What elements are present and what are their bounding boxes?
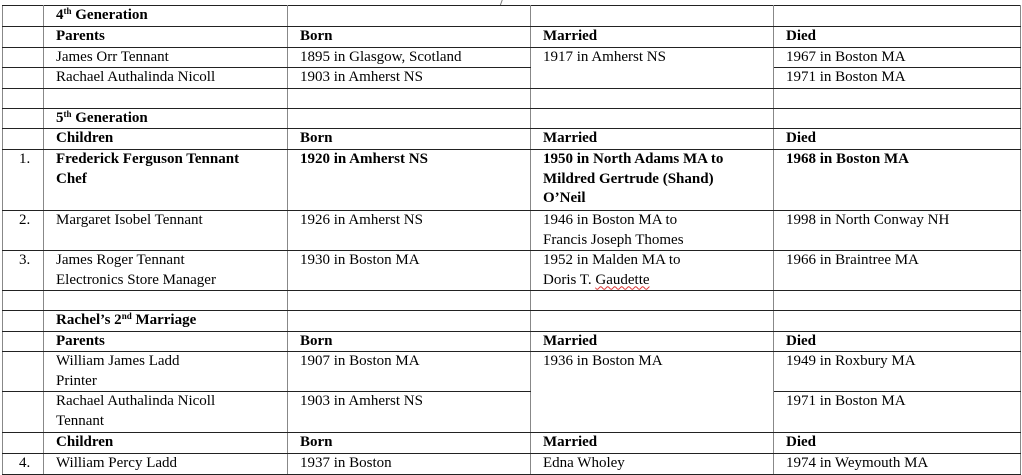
section-row-gen5: 5th Generation	[2, 107, 1021, 129]
header-died: Died	[773, 128, 1021, 150]
section-title: 4th Generation	[43, 5, 288, 27]
section-title: Rachel’s 2nd Marriage	[43, 310, 288, 332]
header-died: Died	[773, 432, 1021, 454]
header-row: Children Born Married Died	[2, 128, 1021, 150]
born-cell: 1926 in Amherst NS	[287, 210, 531, 251]
header-married: Married	[530, 25, 774, 48]
table-row: William James Ladd Printer 1907 in Boston…	[2, 351, 1021, 433]
name-cell: Rachael Authalinda Nicoll	[43, 67, 288, 89]
married-cell: 1917 in Amherst NS	[530, 46, 774, 89]
died-cell: 1966 in Braintree MA	[773, 250, 1021, 291]
name-cell: Margaret Isobel Tennant	[43, 210, 288, 251]
section-row-gen4: 4th Generation	[2, 5, 1021, 27]
name-cell: Rachael Authalinda Nicoll Tennant	[43, 391, 288, 433]
born-cell: 1903 in Amherst NS	[287, 67, 531, 89]
header-parents: Parents	[43, 330, 288, 352]
born-cell: 1907 in Boston MA	[287, 351, 531, 392]
name-cell: James Orr Tennant	[43, 46, 288, 68]
empty-row	[2, 87, 1021, 109]
row-number: 3.	[2, 250, 44, 291]
table-row: Rachael Authalinda Nicoll Tennant 1903 in…	[2, 391, 1021, 433]
table-row: Rachael Authalinda Nicoll 1903 in Amhers…	[2, 67, 1021, 89]
name-cell: Frederick Ferguson Tennant Chef	[43, 149, 288, 211]
row-number: 2.	[2, 210, 44, 251]
empty-row	[2, 290, 1021, 311]
row-number: 4.	[2, 453, 44, 475]
married-cell: 1946 in Boston MA to Francis Joseph Thome…	[530, 210, 774, 251]
header-row: Children Born Married Died	[2, 432, 1021, 454]
header-died: Died	[773, 25, 1021, 48]
name-cell: James Roger Tennant Electronics Store Man…	[43, 250, 288, 291]
born-cell: 1937 in Boston	[287, 453, 531, 475]
died-cell: 1974 in Weymouth MA	[773, 453, 1021, 475]
header-married: Married	[530, 432, 774, 454]
header-born: Born	[287, 432, 531, 454]
header-died: Died	[773, 330, 1021, 352]
name-cell: William Percy Ladd	[43, 453, 288, 475]
row-number: 1.	[2, 149, 44, 211]
born-cell: 1920 in Amherst NS	[287, 149, 531, 211]
header-parents: Parents	[43, 25, 288, 48]
born-cell: 1895 in Glasgow, Scotland	[287, 46, 531, 68]
section-title: 5th Generation	[43, 107, 288, 129]
header-born: Born	[287, 25, 531, 48]
died-cell: 1968 in Boston MA	[773, 149, 1021, 211]
header-married: Married	[530, 128, 774, 150]
table-row: 2. Margaret Isobel Tennant 1926 in Amher…	[2, 210, 1021, 251]
born-cell: 1930 in Boston MA	[287, 250, 531, 291]
table-row: 3. James Roger Tennant Electronics Store …	[2, 250, 1021, 291]
header-born: Born	[287, 128, 531, 150]
born-cell: 1903 in Amherst NS	[287, 391, 531, 433]
married-cell: 1950 in North Adams MA to Mildred Gertrud…	[530, 149, 774, 211]
died-cell: 1998 in North Conway NH	[773, 210, 1021, 251]
married-cell: 1952 in Malden MA to Doris T. Gaudette	[530, 250, 774, 291]
header-row: Parents Born Married Died	[2, 25, 1021, 48]
header-married: Married	[530, 330, 774, 352]
died-cell: 1971 in Boston MA	[773, 391, 1021, 433]
header-children: Children	[43, 128, 288, 150]
died-cell: 1967 in Boston MA	[773, 46, 1021, 68]
married-cell: Edna Wholey	[530, 453, 774, 475]
section-row-second-marriage: Rachel’s 2nd Marriage	[2, 310, 1021, 332]
married-cell: 1936 in Boston MA	[530, 351, 774, 433]
table-row: James Orr Tennant 1895 in Glasgow, Scotl…	[2, 46, 1021, 89]
genealogy-table: 4th Generation Parents Born Married Died…	[2, 5, 1021, 475]
table-row: 4. William Percy Ladd 1937 in Boston Edn…	[2, 453, 1021, 475]
spellcheck-underline: Gaudette	[595, 271, 650, 288]
header-born: Born	[287, 330, 531, 352]
name-cell: William James Ladd Printer	[43, 351, 288, 392]
died-cell: 1949 in Roxbury MA	[773, 351, 1021, 392]
header-children: Children	[43, 432, 288, 454]
died-cell: 1971 in Boston MA	[773, 67, 1021, 89]
header-row: Parents Born Married Died	[2, 330, 1021, 352]
table-row: 1. Frederick Ferguson Tennant Chef 1920 i…	[2, 149, 1021, 211]
